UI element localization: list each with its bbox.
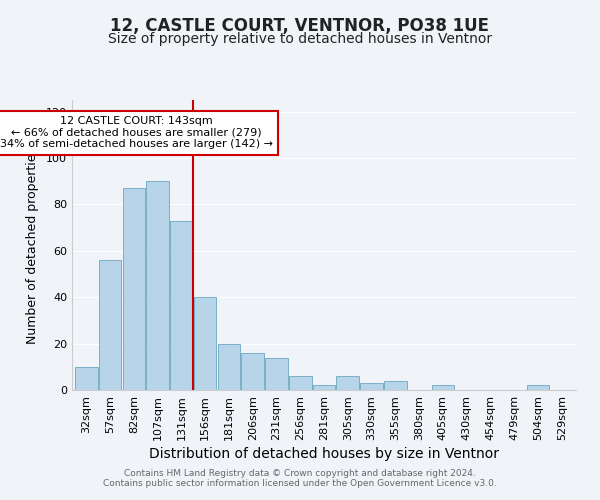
- Bar: [313, 386, 335, 390]
- Text: Contains public sector information licensed under the Open Government Licence v3: Contains public sector information licen…: [103, 479, 497, 488]
- Bar: [122, 188, 145, 390]
- Bar: [431, 386, 454, 390]
- Bar: [337, 376, 359, 390]
- Bar: [218, 344, 240, 390]
- Text: Contains HM Land Registry data © Crown copyright and database right 2024.: Contains HM Land Registry data © Crown c…: [124, 469, 476, 478]
- Bar: [146, 181, 169, 390]
- Bar: [289, 376, 311, 390]
- X-axis label: Distribution of detached houses by size in Ventnor: Distribution of detached houses by size …: [149, 447, 499, 461]
- Bar: [384, 380, 407, 390]
- Text: 12 CASTLE COURT: 143sqm
← 66% of detached houses are smaller (279)
34% of semi-d: 12 CASTLE COURT: 143sqm ← 66% of detache…: [0, 116, 272, 150]
- Bar: [194, 297, 217, 390]
- Text: Size of property relative to detached houses in Ventnor: Size of property relative to detached ho…: [108, 32, 492, 46]
- Bar: [241, 353, 264, 390]
- Bar: [75, 367, 98, 390]
- Y-axis label: Number of detached properties: Number of detached properties: [26, 146, 39, 344]
- Bar: [170, 220, 193, 390]
- Bar: [265, 358, 288, 390]
- Bar: [99, 260, 121, 390]
- Text: 12, CASTLE COURT, VENTNOR, PO38 1UE: 12, CASTLE COURT, VENTNOR, PO38 1UE: [110, 18, 490, 36]
- Bar: [527, 386, 549, 390]
- Bar: [360, 383, 383, 390]
